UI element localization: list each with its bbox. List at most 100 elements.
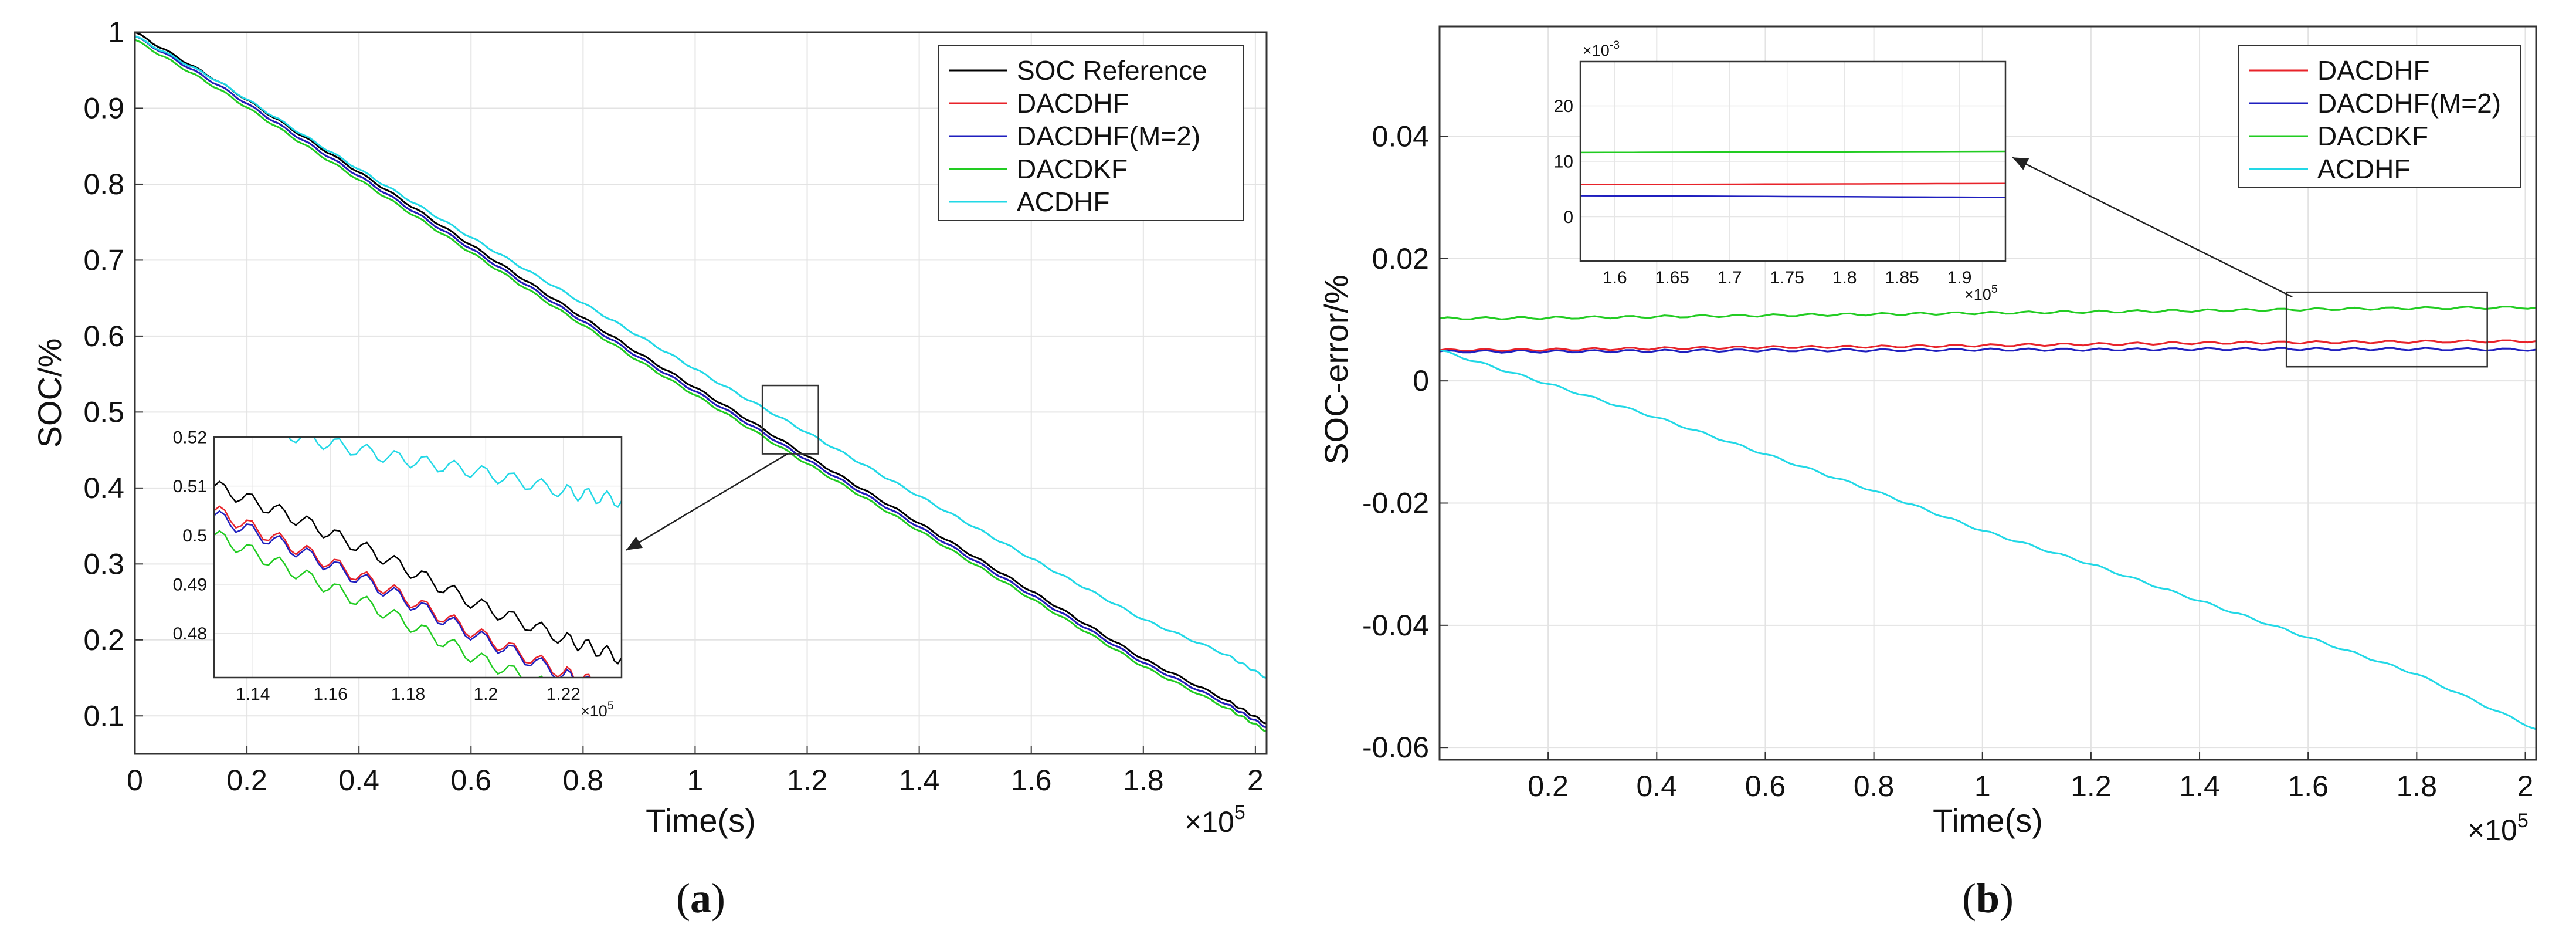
x-tick-label: 0.4 <box>1637 770 1678 803</box>
inset-y-tick-label: 20 <box>1554 97 1573 116</box>
x-tick-label: 1.2 <box>2071 770 2112 803</box>
zoom-arrow-head <box>2012 157 2029 170</box>
panel-a-legend: SOC ReferenceDACDHFDACDHF(M=2)DACDKFACDH… <box>938 45 1244 221</box>
y-tick-label: -0.06 <box>1362 731 1429 764</box>
y-tick-label: 0.2 <box>83 624 124 656</box>
x-tick-label: 0 <box>127 764 143 797</box>
series-line-dacdhf-m-2- <box>134 35 1267 729</box>
legend-label: DACDHF <box>1017 88 1129 119</box>
x-tick-label: 1.4 <box>2179 770 2220 803</box>
inset-series-line-dacdhf <box>214 505 591 678</box>
y-tick-label: 0.4 <box>83 472 124 505</box>
panel-a-ylabel: SOC/% <box>31 339 68 448</box>
x-tick-label: 0.6 <box>451 764 492 797</box>
series-line-acdhf <box>1439 349 2537 730</box>
x-tick-label: 0.8 <box>563 764 604 797</box>
zoom-arrow-head <box>626 536 643 550</box>
y-tick-label: 0.5 <box>83 395 124 428</box>
inset-y-exponent: ×10-3 <box>1583 39 1620 59</box>
panel-b-axes-frame <box>1438 25 2537 761</box>
inset-series-line-dacdhf-m-2- <box>1580 195 2005 198</box>
panel-b-x-exponent: ×105 <box>2468 810 2529 847</box>
y-tick-label: 1 <box>108 16 124 49</box>
legend-label: DACDKF <box>2317 121 2428 151</box>
x-tick-label: 2 <box>2517 770 2534 803</box>
legend-box <box>938 45 1244 221</box>
inset-x-tick-label: 1.6 <box>1603 268 1627 287</box>
panel-a-series-group <box>134 31 1267 732</box>
panel-a-zoom-box <box>626 384 819 551</box>
inset-series-group <box>214 437 622 678</box>
inset-y-tick-label: 0.48 <box>173 624 207 644</box>
panel-a-xlabel: Time(s) <box>646 802 756 839</box>
panel-b-soc-error-chart: 0.2 0.4 0.6 0.8 1 1.2 1.4 1.6 1.8 2 -0.06 -0.04 -0.0… <box>1318 25 2537 922</box>
inset-series-group <box>1580 150 2005 198</box>
zoom-window-box <box>761 384 819 455</box>
series-line-acdhf <box>134 35 1267 679</box>
inset-x-tick-label: 1.65 <box>1655 268 1689 287</box>
series-line-dacdhf <box>1439 339 2537 353</box>
inset-y-tick-label: 0.49 <box>173 576 207 595</box>
x-tick-label: 1 <box>1974 770 1991 803</box>
inset-frame <box>213 436 623 679</box>
inset-x-tick-label: 1.16 <box>313 685 347 704</box>
inset-series-line-acdhf <box>288 437 622 509</box>
y-tick-label: 0.9 <box>83 92 124 124</box>
x-tick-label: 1 <box>687 764 704 797</box>
x-tick-label: 1.8 <box>1123 764 1164 797</box>
inset-x-exponent: ×105 <box>581 699 614 720</box>
inset-x-tick-label: 1.7 <box>1718 268 1742 287</box>
series-line-dacdhf-m-2- <box>1439 347 2537 354</box>
y-tick-label: 0.7 <box>83 243 124 276</box>
legend-label: DACDHF(M=2) <box>2317 88 2501 119</box>
inset-x-exponent: ×105 <box>1964 283 1998 303</box>
x-tick-label: 1.6 <box>2287 770 2329 803</box>
panel-b-series-group <box>1439 306 2537 730</box>
panel-a-caption: (a) <box>676 875 725 922</box>
legend-label: ACDHF <box>2317 154 2410 184</box>
panel-b-inset: 1.6 1.65 1.7 1.75 1.8 1.85 1.9 0 10 20 ×105 ×10-3 <box>1554 39 2007 303</box>
x-tick-label: 0.2 <box>1528 770 1569 803</box>
y-tick-label: 0.8 <box>83 168 124 201</box>
inset-y-tick-label: 0.51 <box>173 477 207 496</box>
legend-label: SOC Reference <box>1017 55 1207 86</box>
x-tick-label: 1.8 <box>2397 770 2438 803</box>
zoom-arrow <box>626 453 788 551</box>
y-tick-label: -0.04 <box>1362 609 1429 642</box>
inset-x-tick-label: 1.22 <box>547 685 581 704</box>
panel-a-axes-frame <box>134 31 1268 755</box>
legend-label: DACDHF <box>2317 55 2430 86</box>
inset-series-line-dacdkf <box>214 530 544 678</box>
series-line-dacdkf <box>134 39 1267 732</box>
inset-series-line-dacdhf <box>1580 182 2005 185</box>
inset-x-tick-label: 1.14 <box>236 685 270 704</box>
y-tick-label: 0.02 <box>1372 242 1429 275</box>
y-tick-label: 0.1 <box>83 699 124 732</box>
y-tick-label: 0 <box>1413 364 1429 397</box>
panel-b-zoom-box <box>2012 157 2488 368</box>
inset-x-tick-label: 1.85 <box>1885 268 1919 287</box>
legend-label: ACDHF <box>1017 187 1109 217</box>
inset-x-tick-label: 1.8 <box>1832 268 1857 287</box>
series-line-dacdkf <box>1439 306 2537 320</box>
inset-y-tick-label: 0 <box>1563 208 1573 227</box>
legend-box <box>2238 45 2521 188</box>
y-tick-label: 0.3 <box>83 547 124 580</box>
panel-b-caption: (b) <box>1962 875 2014 922</box>
series-line-soc-reference <box>134 31 1267 725</box>
x-tick-label: 2 <box>1247 764 1264 797</box>
panel-b-ticks: 0.2 0.4 0.6 0.8 1 1.2 1.4 1.6 1.8 2 -0.06 -0.04 -0.0… <box>1362 120 2533 803</box>
x-tick-label: 1.4 <box>899 764 940 797</box>
inset-x-tick-label: 1.75 <box>1770 268 1804 287</box>
inset-y-tick-label: 0.5 <box>182 526 207 546</box>
panel-a-grid <box>134 32 1267 754</box>
panel-a-x-exponent: ×105 <box>1185 801 1245 838</box>
inset-background <box>213 436 622 678</box>
inset-x-tick-label: 1.9 <box>1947 268 1972 287</box>
x-tick-label: 1.2 <box>787 764 828 797</box>
x-tick-label: 0.2 <box>226 764 267 797</box>
x-tick-label: 0.6 <box>1745 770 1786 803</box>
y-tick-label: -0.02 <box>1362 487 1429 520</box>
